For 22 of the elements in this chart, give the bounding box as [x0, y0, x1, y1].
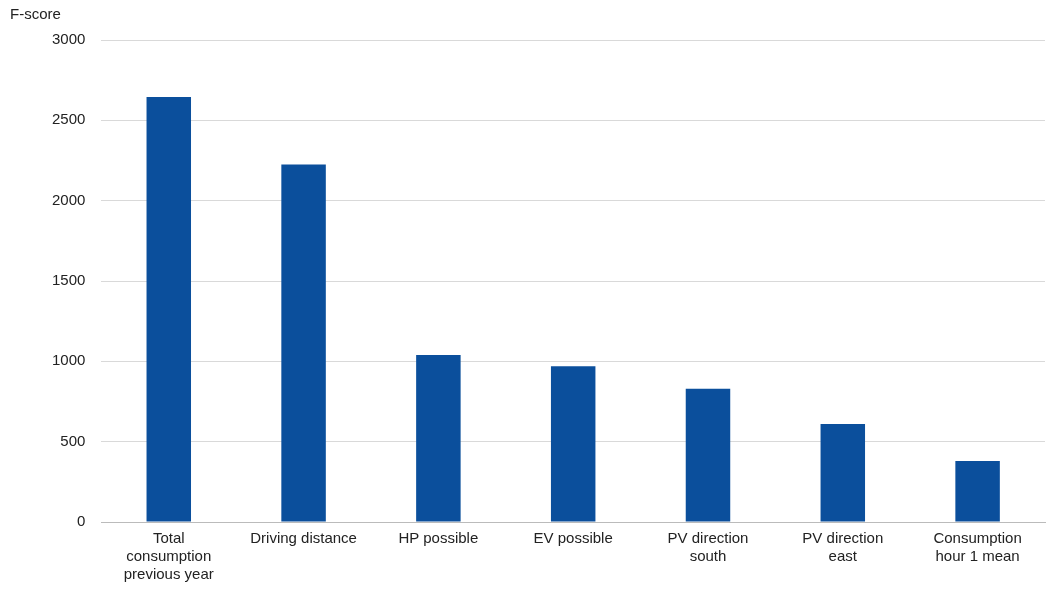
y-tick-label: 2500 [51, 110, 86, 128]
bar [281, 164, 326, 522]
x-tick-label: Consumption hour 1 mean [933, 529, 1022, 565]
bar [550, 366, 596, 522]
y-tick-label: 2000 [51, 190, 86, 208]
x-tick-label: HP possible [398, 529, 479, 547]
bar [820, 423, 866, 522]
y-tick-label: 500 [60, 431, 86, 449]
y-axis-title: F-score [10, 4, 61, 22]
y-tick-label: 1000 [51, 351, 86, 369]
bar [416, 354, 461, 522]
y-tick-label: 0 [77, 512, 86, 530]
x-tick-label: EV possible [533, 529, 613, 547]
bar [955, 460, 1000, 522]
x-tick-label: PV direction east [802, 529, 884, 565]
y-tick-label: 1500 [51, 271, 86, 289]
x-tick-label: Driving distance [250, 529, 357, 547]
y-tick-label: 3000 [51, 30, 86, 48]
x-tick-label: PV direction south [667, 529, 749, 565]
bar [146, 97, 192, 522]
bar [685, 388, 731, 522]
x-tick-label: Total consumption previous year [123, 529, 214, 583]
